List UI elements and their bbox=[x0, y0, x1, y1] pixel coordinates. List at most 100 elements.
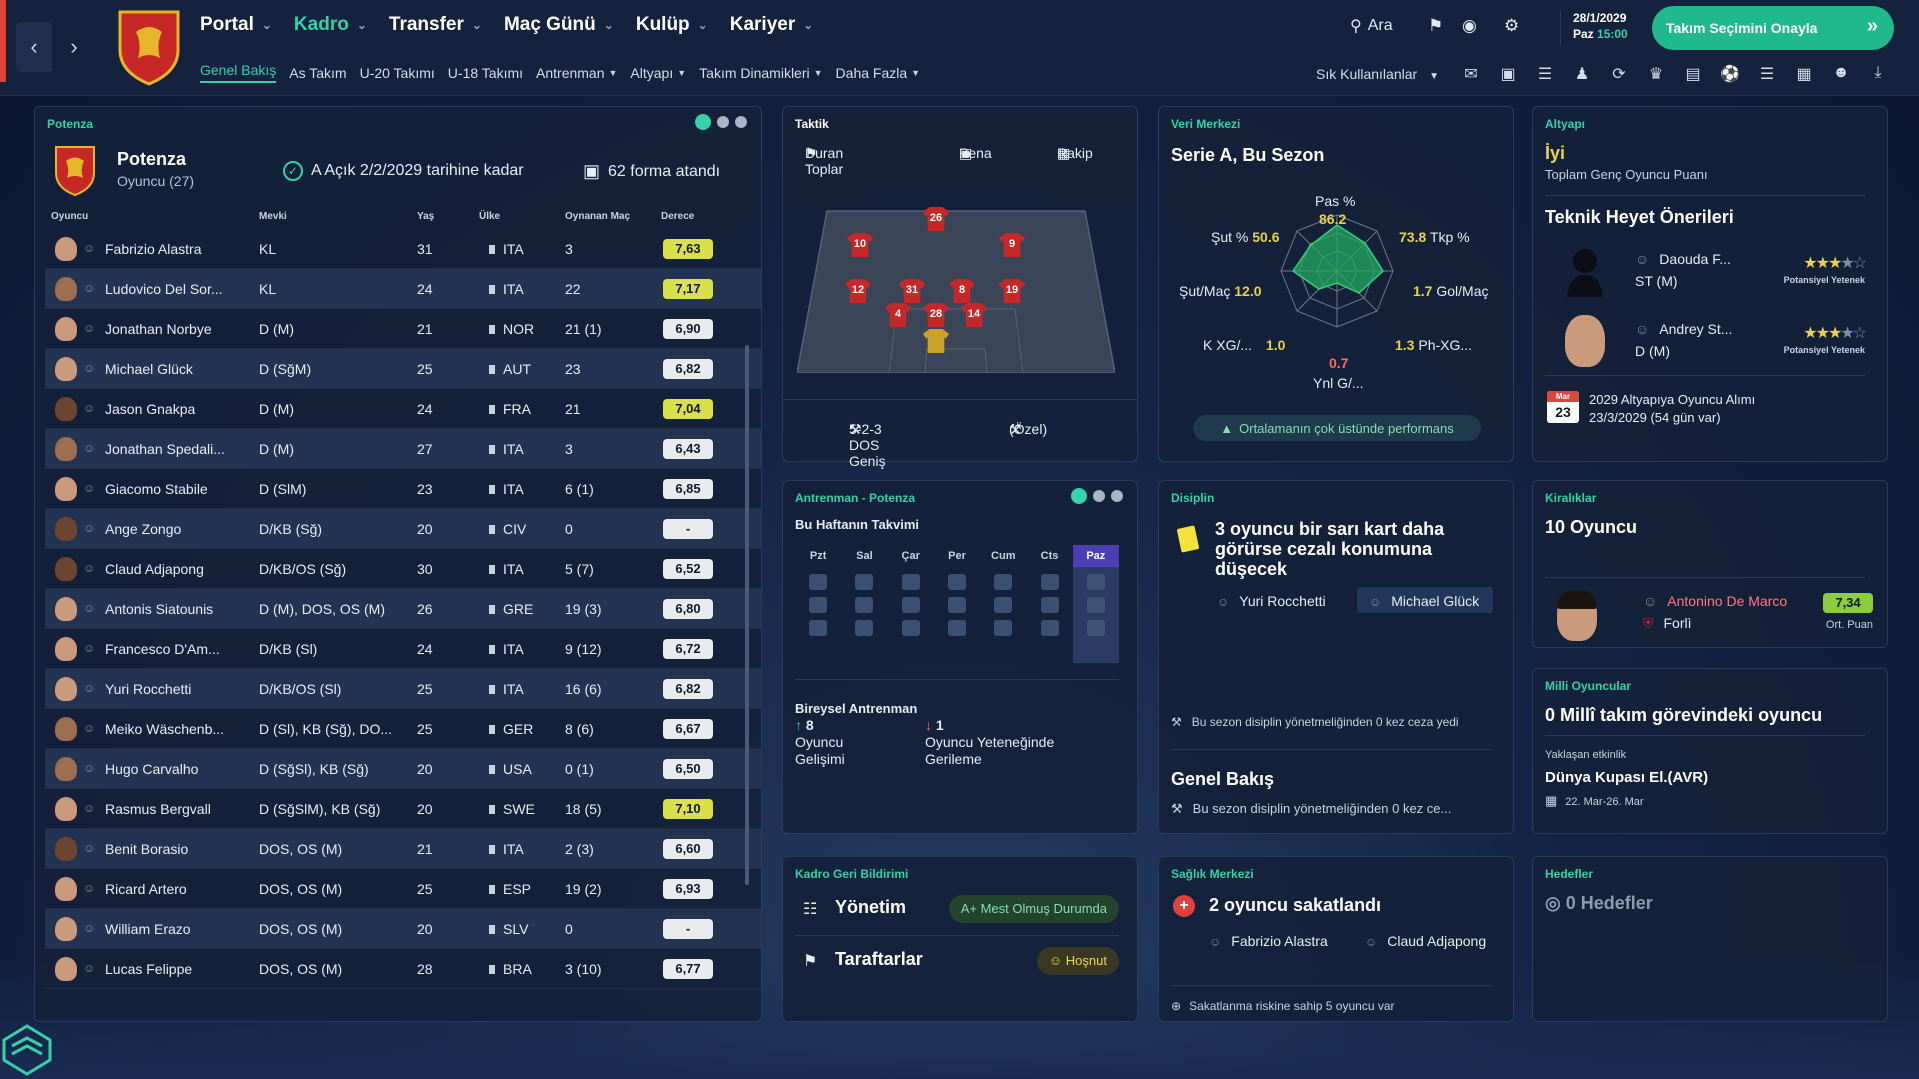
scrollbar[interactable] bbox=[745, 345, 749, 885]
shirt-icon[interactable]: ▣ bbox=[1500, 66, 1516, 83]
subnav-tak-m-dinamikleri[interactable]: Takım Dinamikleri ▼ bbox=[699, 64, 823, 81]
table-row[interactable]: ☺ Jason Gnakpa D (M) 24 FRA 21 7,04 bbox=[45, 389, 761, 429]
session-icon[interactable] bbox=[1086, 574, 1105, 590]
player-link[interactable]: Yuri Rocchetti bbox=[1217, 593, 1325, 609]
youth-intake-date[interactable]: 2029 Altyapıya Oyuncu Alımı 23/3/2029 (5… bbox=[1589, 392, 1756, 425]
training-day[interactable]: Çar bbox=[888, 545, 934, 663]
staff-icon[interactable]: ♟ bbox=[1574, 66, 1590, 83]
session-icon[interactable] bbox=[901, 620, 920, 636]
panel-page-dots[interactable] bbox=[1071, 488, 1123, 504]
forward-button[interactable]: › bbox=[56, 22, 92, 72]
player-link[interactable]: Claud Adjapong bbox=[1365, 933, 1486, 949]
board-feedback[interactable]: ☷ Yönetim A+ Mest Olmuş Durumda bbox=[795, 887, 1119, 927]
subnav-as-tak-m[interactable]: As Takım bbox=[289, 64, 347, 81]
search-button[interactable]: ⚲ Ara bbox=[1350, 17, 1393, 35]
nav-transfer[interactable]: Transfer ⌄ bbox=[388, 14, 482, 35]
table-row[interactable]: ☺ Benit Borasio DOS, OS (M) 21 ITA 2 (3) 6,60 bbox=[45, 829, 761, 869]
player-link[interactable]: Michael Glück bbox=[1369, 593, 1479, 609]
training-day[interactable]: Cum bbox=[980, 545, 1026, 663]
table-row[interactable]: ☺ Antonis Siatounis D (M), DOS, OS (M) 26 GR… bbox=[45, 589, 761, 629]
trophy-icon[interactable]: ♛ bbox=[1648, 66, 1664, 83]
session-icon[interactable] bbox=[855, 620, 874, 636]
shirt-numbers-status[interactable]: ▣ 62 forma atandı bbox=[583, 161, 721, 181]
table-row[interactable]: ☺ Rasmus Bergvall D (SğSlM), KB (Sğ) 20 SWE 1… bbox=[45, 789, 761, 829]
globe-icon[interactable]: ◉ bbox=[1462, 16, 1477, 35]
chat-icon[interactable]: ✉ bbox=[1464, 66, 1478, 83]
session-icon[interactable] bbox=[994, 574, 1013, 590]
loan-player-link[interactable]: ☺ Antonino De Marco bbox=[1643, 593, 1788, 609]
column-rating[interactable]: Derece bbox=[661, 211, 695, 222]
table-row[interactable]: ☺ William Erazo DOS, OS (M) 20 SLV 0 - bbox=[45, 909, 761, 949]
subnav-antrenman[interactable]: Antrenman ▼ bbox=[536, 64, 618, 81]
upcoming-event[interactable]: Dünya Kupası El.(AVR) bbox=[1545, 769, 1709, 786]
training-day[interactable]: Per bbox=[934, 545, 980, 663]
player-link[interactable]: Fabrizio Alastra bbox=[1209, 933, 1327, 949]
player-marker[interactable]: 31 bbox=[899, 279, 925, 305]
confirm-team-selection-button[interactable]: Takım Seçimini Onayla» bbox=[1652, 6, 1894, 50]
session-icon[interactable] bbox=[1040, 574, 1059, 590]
player-marker[interactable]: 26 bbox=[923, 207, 949, 233]
subnav-altyap-[interactable]: Altyapı ▼ bbox=[630, 64, 687, 81]
panel-page-dots[interactable] bbox=[695, 114, 747, 130]
table-row[interactable]: ☺ Francesco D'Am... D/KB (Sl) 24 ITA 9 (12) 6,… bbox=[45, 629, 761, 669]
club-crest-icon[interactable] bbox=[116, 6, 182, 86]
session-icon[interactable] bbox=[809, 574, 828, 590]
bookmark-icon[interactable]: ⚑ bbox=[1428, 16, 1444, 35]
performance-radar[interactable] bbox=[1277, 211, 1397, 331]
refresh-icon[interactable]: ⟳ bbox=[1612, 66, 1626, 83]
player-marker[interactable]: 14 bbox=[961, 303, 987, 329]
training-day[interactable]: Paz bbox=[1072, 545, 1119, 663]
player-marker[interactable]: 12 bbox=[845, 279, 871, 305]
table-row[interactable]: ☺ Ludovico Del Sor... KL 24 ITA 22 7,17 bbox=[45, 269, 761, 309]
nav-kadro[interactable]: Kadro ⌄ bbox=[293, 14, 367, 35]
training-day[interactable]: Sal bbox=[841, 545, 887, 663]
fans-feedback[interactable]: ⚑ Taraftarlar ☺ Hoşnut bbox=[795, 939, 1119, 979]
subnav-u-20-tak-m-[interactable]: U-20 Takımı bbox=[359, 64, 435, 81]
session-icon[interactable] bbox=[1040, 597, 1059, 613]
nav-kariyer[interactable]: Kariyer ⌄ bbox=[729, 14, 814, 35]
id-card-icon[interactable]: ▤ bbox=[1685, 66, 1701, 83]
nav-kul-p[interactable]: Kulüp ⌄ bbox=[635, 14, 708, 35]
player-marker[interactable]: 4 bbox=[885, 303, 911, 329]
loan-club-link[interactable]: ⛨ Forlì bbox=[1643, 615, 1692, 631]
finance-icon[interactable]: ☰ bbox=[1759, 66, 1775, 83]
session-icon[interactable] bbox=[809, 597, 828, 613]
back-button[interactable]: ‹ bbox=[16, 22, 52, 72]
table-row[interactable]: ☺ Ricard Artero DOS, OS (M) 25 ESP 19 (2) 6,93 bbox=[45, 869, 761, 909]
goalkeeper-marker[interactable] bbox=[923, 329, 949, 355]
session-icon[interactable] bbox=[809, 620, 828, 636]
player-marker[interactable]: 19 bbox=[999, 279, 1025, 305]
player-marker[interactable]: 28 bbox=[923, 303, 949, 329]
column-position[interactable]: Mevki bbox=[259, 211, 287, 222]
table-row[interactable]: ☺ Michael Glück D (SğM) 25 AUT 23 6,82 bbox=[45, 349, 761, 389]
table-row[interactable]: ☺ Claud Adjapong D/KB/OS (Sğ) 30 ITA 5 (7) 6,5… bbox=[45, 549, 761, 589]
table-row[interactable]: ☺ Fabrizio Alastra KL 31 ITA 3 7,63 bbox=[45, 229, 761, 269]
table-row[interactable]: ☺ Giacomo Stabile D (SlM) 23 ITA 6 (1) 6,85 bbox=[45, 469, 761, 509]
game-date[interactable]: 28/1/2029 Paz 15:00 bbox=[1560, 10, 1628, 46]
session-icon[interactable] bbox=[947, 620, 966, 636]
nav-ma-g-n-[interactable]: Maç Günü ⌄ bbox=[503, 14, 614, 35]
training-day[interactable]: Cts bbox=[1026, 545, 1072, 663]
session-icon[interactable] bbox=[947, 597, 966, 613]
session-icon[interactable] bbox=[855, 597, 874, 613]
player-marker[interactable]: 10 bbox=[847, 233, 873, 259]
table-row[interactable]: ☺ Lucas Felippe DOS, OS (M) 28 BRA 3 (10) 6,77 bbox=[45, 949, 761, 989]
session-icon[interactable] bbox=[994, 620, 1013, 636]
favorites-dropdown[interactable]: Sık Kullanılanlar ▼ bbox=[1316, 66, 1439, 82]
session-icon[interactable] bbox=[994, 597, 1013, 613]
player-marker[interactable]: 8 bbox=[949, 279, 975, 305]
table-row[interactable]: ☺ Jonathan Spedali... D (M) 27 ITA 3 6,43 bbox=[45, 429, 761, 469]
subnav-genel-bak-[interactable]: Genel Bakış bbox=[200, 62, 277, 83]
training-day[interactable]: Pzt bbox=[795, 545, 841, 663]
staff-recommendation[interactable]: ☺ Andrey St... D (M) ★★★★☆ Potansiyel Yet… bbox=[1545, 313, 1867, 373]
table-row[interactable]: ☺ Ange Zongo D/KB (Sğ) 20 CIV 0 - bbox=[45, 509, 761, 549]
table-row[interactable]: ☺ Jonathan Norbye D (M) 21 NOR 21 (1) 6,90 bbox=[45, 309, 761, 349]
table-row[interactable]: ☺ Meiko Wäschenb... D (Sl), KB (Sğ), DO...… bbox=[45, 709, 761, 749]
calendar-icon[interactable]: ▦ bbox=[1796, 66, 1812, 83]
column-nation[interactable]: Ülke bbox=[479, 211, 501, 222]
subnav-u-18-tak-m-[interactable]: U-18 Takımı bbox=[447, 64, 524, 81]
session-icon[interactable] bbox=[855, 574, 874, 590]
nav-portal[interactable]: Portal ⌄ bbox=[200, 14, 272, 35]
download-icon[interactable]: ⤓ bbox=[1874, 64, 1882, 81]
ball-icon[interactable]: ⚽ bbox=[1720, 66, 1740, 83]
